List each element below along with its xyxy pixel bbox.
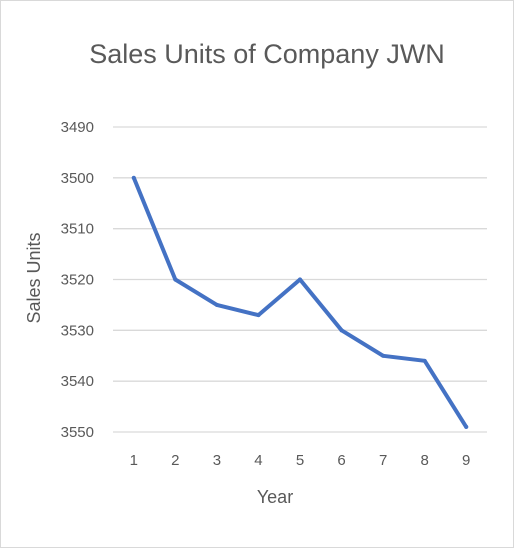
y-tick-label: 3520 — [61, 272, 94, 289]
data-point — [214, 302, 219, 307]
series-lines — [131, 175, 469, 429]
x-axis-title: Year — [257, 487, 293, 507]
x-tick-label: 3 — [213, 452, 221, 469]
gridlines — [113, 126, 487, 433]
data-point — [339, 328, 344, 333]
data-point — [381, 353, 386, 358]
y-axis-tick-labels: 3490 3500 3510 3520 3530 3540 3550 — [61, 119, 94, 441]
x-tick-label: 4 — [254, 452, 262, 469]
x-tick-label: 6 — [337, 452, 345, 469]
data-point — [256, 313, 261, 318]
x-tick-label: 5 — [296, 452, 304, 469]
y-tick-label: 3500 — [61, 170, 94, 187]
x-axis-tick-labels: 1 2 3 4 5 6 7 8 9 — [130, 452, 471, 469]
data-point — [422, 358, 427, 363]
x-tick-label: 2 — [171, 452, 179, 469]
y-tick-label: 3550 — [61, 424, 94, 441]
data-point — [173, 277, 178, 282]
chart-title: Sales Units of Company JWN — [89, 39, 445, 69]
data-point — [464, 424, 469, 429]
y-tick-label: 3490 — [61, 119, 94, 136]
x-tick-label: 7 — [379, 452, 387, 469]
y-tick-label: 3540 — [61, 373, 94, 390]
x-tick-label: 8 — [420, 452, 428, 469]
x-tick-label: 9 — [462, 452, 470, 469]
y-axis-title: Sales Units — [24, 232, 44, 323]
x-tick-label: 1 — [130, 452, 138, 469]
y-tick-label: 3510 — [61, 221, 94, 238]
data-point — [298, 277, 302, 282]
y-tick-label: 3530 — [61, 322, 94, 339]
data-point — [131, 175, 136, 180]
series-line-0 — [131, 175, 469, 429]
